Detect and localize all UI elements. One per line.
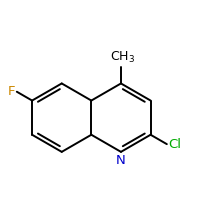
Text: CH$_3$: CH$_3$ (110, 50, 135, 65)
Text: F: F (8, 85, 15, 98)
Text: Cl: Cl (168, 138, 181, 151)
Text: N: N (116, 154, 126, 167)
